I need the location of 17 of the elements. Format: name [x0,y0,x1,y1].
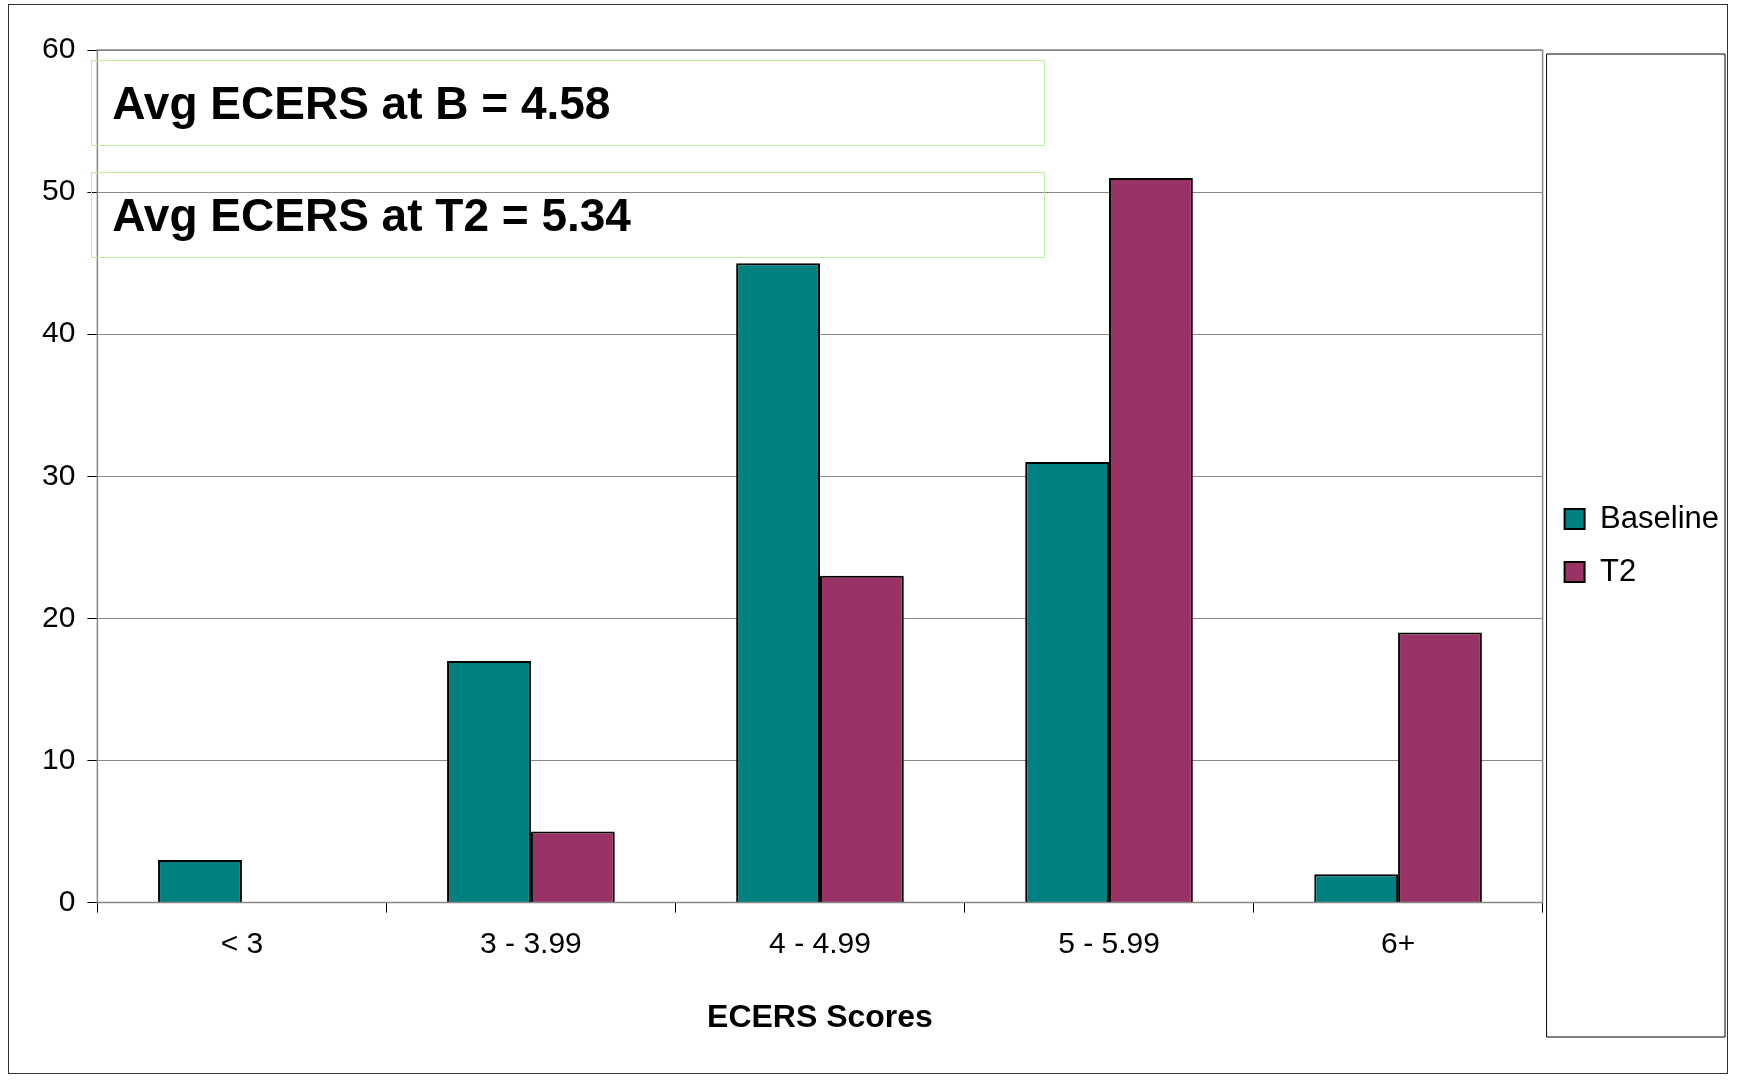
x-tick-label: 4 - 4.99 [769,925,871,959]
x-tick-label: 6+ [1380,925,1416,959]
annotation: Avg ECERS at T2 = 5.34 [91,172,1046,258]
legend-label: T2 [1600,552,1637,588]
y-tick-label: 0 [58,883,76,917]
x-tick-label: 3 - 3.99 [480,925,582,959]
annotation: Avg ECERS at B = 4.58 [91,60,1046,146]
y-tick-label: 30 [41,457,76,491]
x-tick-label: < 3 [220,925,264,959]
x-axis-title: ECERS Scores [707,997,933,1034]
legend-label: Baseline [1600,499,1720,535]
y-tick-label: 50 [41,173,76,207]
y-tick-label: 10 [41,741,76,775]
y-tick-label: 60 [41,31,76,65]
x-tick-label: 5 - 5.99 [1058,925,1160,959]
y-tick-label: 20 [41,599,76,633]
y-tick-label: 40 [41,315,76,349]
